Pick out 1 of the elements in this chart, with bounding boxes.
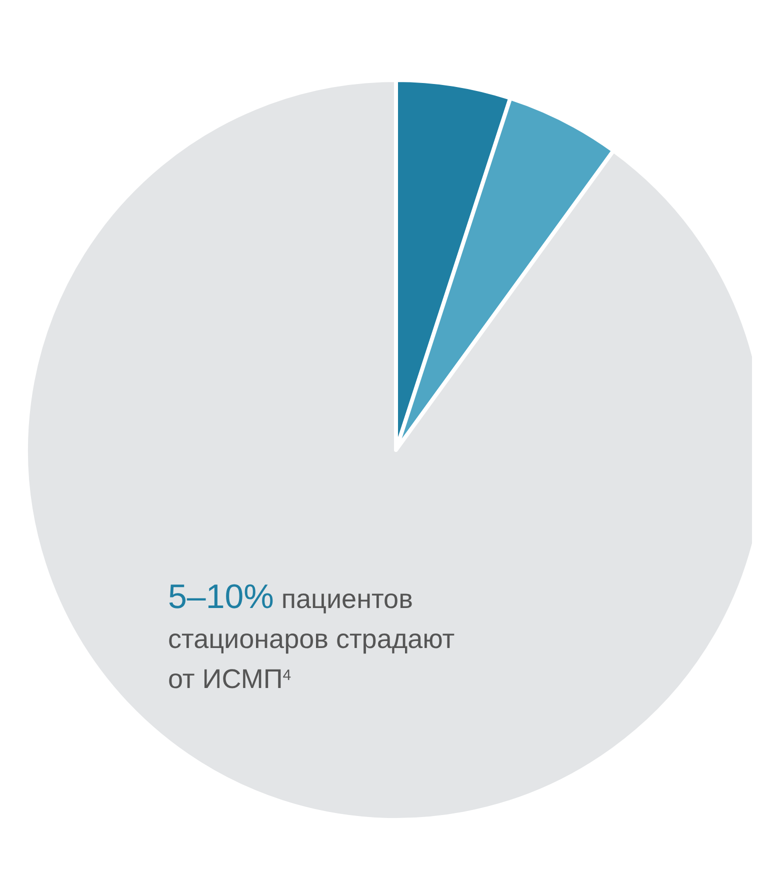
text: 5–10% пациентов стационаров страдают от ИСМП$^{4}$ — [168, 578, 455, 694]
